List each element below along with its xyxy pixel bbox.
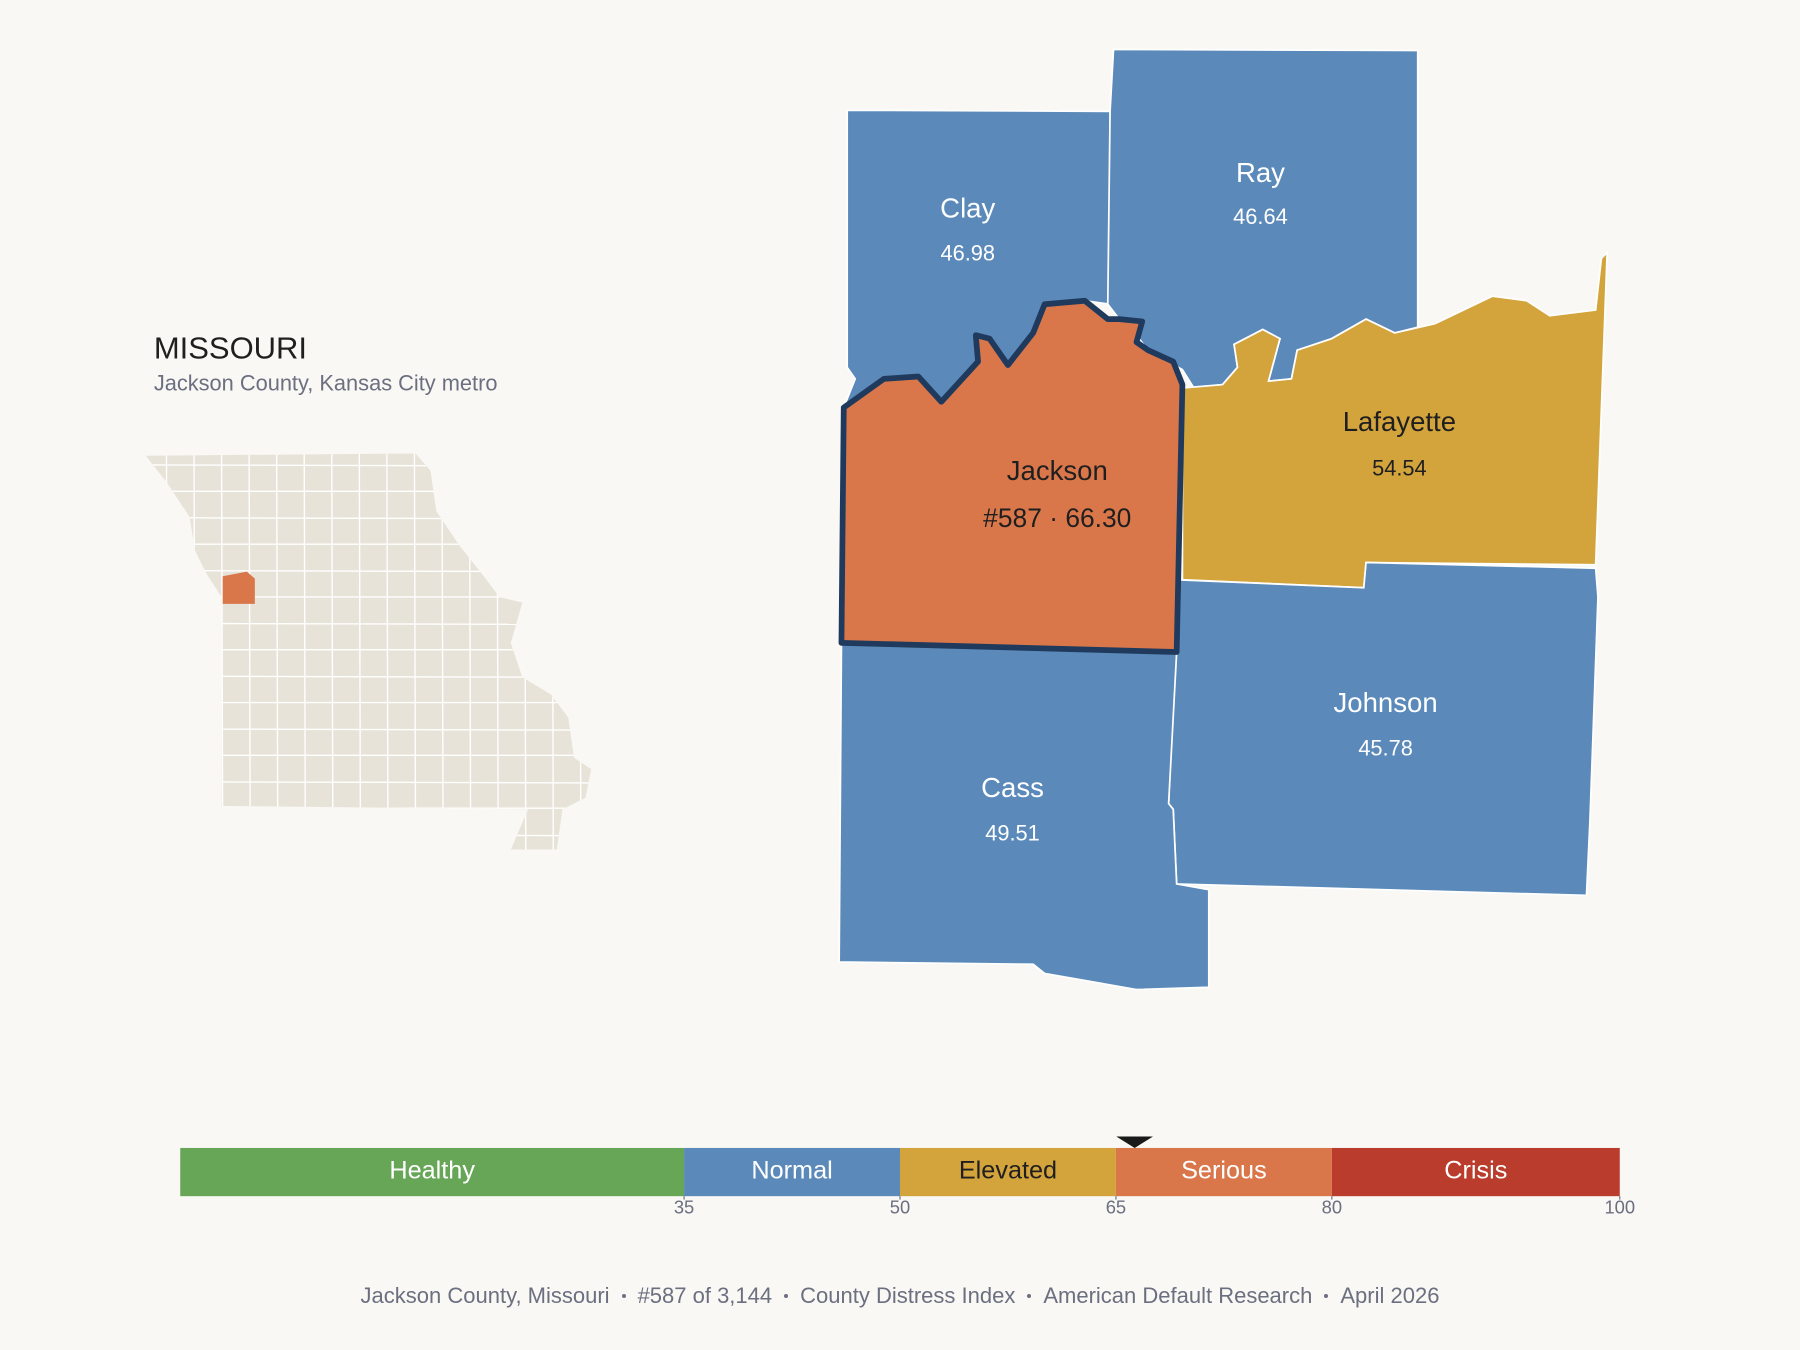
scale-tick-label: 35: [674, 1197, 694, 1218]
county-labels: Jackson #587 · 66.30 Clay 46.98 Ray 46.64 Lafa…: [940, 157, 1456, 846]
selected-county[interactable]: [838, 297, 1186, 655]
footer-item: Jackson County, Missouri: [360, 1283, 610, 1308]
scale-marker: [1116, 1136, 1154, 1148]
county-border: [275, 453, 279, 850]
state-subtitle: Jackson County, Kansas City metro: [154, 370, 498, 395]
separator: [1324, 1294, 1329, 1298]
state-title: MISSOURI: [154, 330, 307, 365]
county-score: 45.78: [1358, 735, 1413, 760]
county-border: [331, 453, 334, 850]
separator: [1027, 1294, 1032, 1298]
county-score: 46.64: [1233, 204, 1288, 229]
county-border: [413, 453, 417, 850]
county-score: 54.54: [1372, 455, 1427, 480]
separator: [784, 1294, 789, 1298]
county-border: [220, 453, 224, 850]
county-border: [248, 453, 251, 850]
county[interactable]: [1181, 250, 1609, 589]
scale-band-label: Normal: [751, 1157, 832, 1185]
county-name: Lafayette: [1343, 406, 1456, 437]
state-shape: [145, 453, 592, 850]
footer-item: April 2026: [1340, 1283, 1440, 1308]
scale-band: [684, 1147, 900, 1197]
scale-band: [1331, 1147, 1620, 1197]
county[interactable]: [1167, 561, 1599, 897]
scale-band-label: Crisis: [1444, 1157, 1507, 1185]
scale-band: [900, 1147, 1116, 1197]
state-inset: [145, 453, 592, 850]
footer-item: #587 of 3,144: [637, 1283, 773, 1308]
scale-tick-label: 80: [1322, 1197, 1342, 1218]
scale-tick-label: 50: [890, 1197, 910, 1218]
county-border: [165, 453, 169, 850]
scale-tick-label: 65: [1106, 1197, 1126, 1218]
county-name: Clay: [940, 192, 995, 223]
county-name: Johnson: [1334, 687, 1438, 718]
footer-item: American Default Research: [1043, 1283, 1313, 1308]
distress-scale: Healthy Normal Elevated Serious Crisis 35 50 65…: [180, 1136, 1635, 1218]
footer: Jackson County, Missouri #587 of 3,144 Cou…: [0, 1283, 1800, 1309]
county-score: 46.98: [940, 241, 995, 266]
scale-tick-label: 100: [1604, 1197, 1635, 1218]
county-score: 49.51: [985, 820, 1040, 845]
county[interactable]: [838, 641, 1210, 991]
separator: [621, 1294, 626, 1298]
county-border: [386, 453, 389, 850]
county-border: [358, 453, 362, 850]
county-border: [303, 453, 307, 850]
county-border: [145, 675, 592, 678]
highlighted-county: [222, 571, 255, 604]
scale-band-label: Healthy: [389, 1157, 475, 1185]
county-score: #587 · 66.30: [983, 503, 1131, 533]
scale-band: [180, 1147, 685, 1197]
counties: [838, 48, 1609, 991]
county-name: Ray: [1236, 157, 1285, 188]
county-name: Jackson: [1007, 455, 1108, 486]
scale-band: [1115, 1147, 1332, 1197]
county-name: Cass: [981, 772, 1044, 803]
scale-band-label: Elevated: [959, 1157, 1057, 1185]
footer-item: County Distress Index: [800, 1283, 1016, 1308]
scale-band-label: Serious: [1181, 1157, 1267, 1185]
county-border: [145, 622, 592, 626]
